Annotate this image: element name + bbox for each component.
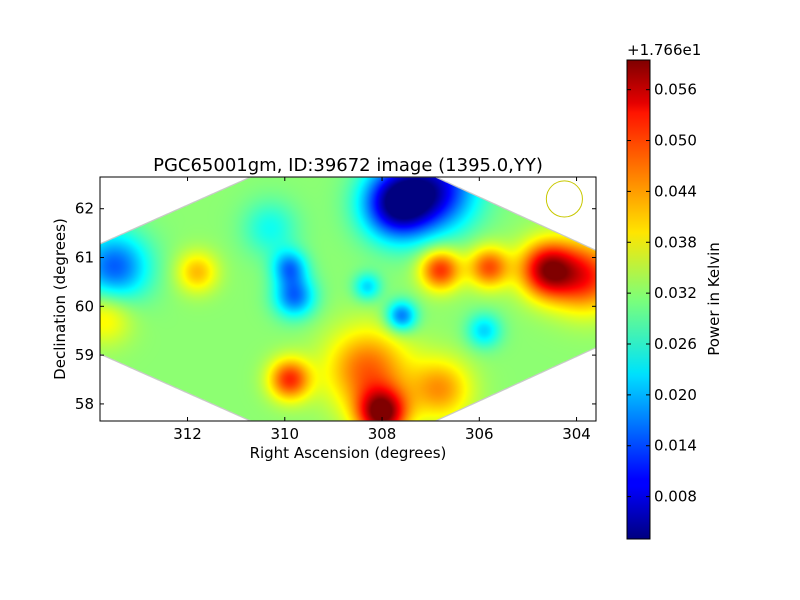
y-tick-label: 60 <box>75 297 94 315</box>
plot-frame <box>99 176 597 422</box>
x-tick-label: 304 <box>562 425 591 443</box>
x-tick-label: 312 <box>173 425 202 443</box>
beam-circle <box>545 180 583 218</box>
coverage-outline <box>100 177 596 421</box>
heatmap-plot: 312 310 308 306 304 58 59 60 61 62 PGC65001gm, I… <box>51 155 597 462</box>
x-tick-label: 306 <box>465 425 494 443</box>
x-tick-label: 308 <box>368 425 397 443</box>
colorbar-tick-label: 0.050 <box>654 132 697 150</box>
colorbar-label: Power in Kelvin <box>705 242 723 356</box>
colorbar-gradient <box>627 60 650 539</box>
colorbar-tick-label: 0.044 <box>654 182 697 200</box>
colorbar-offset-label: +1.766e1 <box>627 41 701 59</box>
x-axis-label: Right Ascension (degrees) <box>250 444 447 462</box>
colorbar-tick-label: 0.026 <box>654 335 697 353</box>
colorbar-ticks: 0.008 0.014 0.020 0.026 0.032 0.038 0.044 0.050… <box>627 81 697 506</box>
x-tick-label: 310 <box>270 425 299 443</box>
y-axis-label: Declination (degrees) <box>51 218 69 380</box>
colorbar: 0.008 0.014 0.020 0.026 0.032 0.038 0.044 0.050… <box>626 41 723 540</box>
chart-title: PGC65001gm, ID:39672 image (1395.0,YY) <box>153 155 543 176</box>
colorbar-tick-label: 0.032 <box>654 284 697 302</box>
y-tick-label: 62 <box>75 200 94 218</box>
colorbar-tick-label: 0.020 <box>654 386 697 404</box>
y-tick-label: 61 <box>75 249 94 267</box>
colorbar-tick-label: 0.008 <box>654 488 697 506</box>
colorbar-tick-label: 0.056 <box>654 81 697 99</box>
y-tick-label: 59 <box>75 346 94 364</box>
colorbar-tick-label: 0.038 <box>654 233 697 251</box>
y-tick-label: 58 <box>75 395 94 413</box>
heatmap-image <box>100 177 596 421</box>
y-axis-ticks: 58 59 60 61 62 <box>75 200 596 413</box>
colorbar-frame <box>626 59 651 540</box>
x-axis-ticks: 312 310 308 306 304 <box>173 177 591 443</box>
colorbar-tick-label: 0.014 <box>654 437 697 455</box>
